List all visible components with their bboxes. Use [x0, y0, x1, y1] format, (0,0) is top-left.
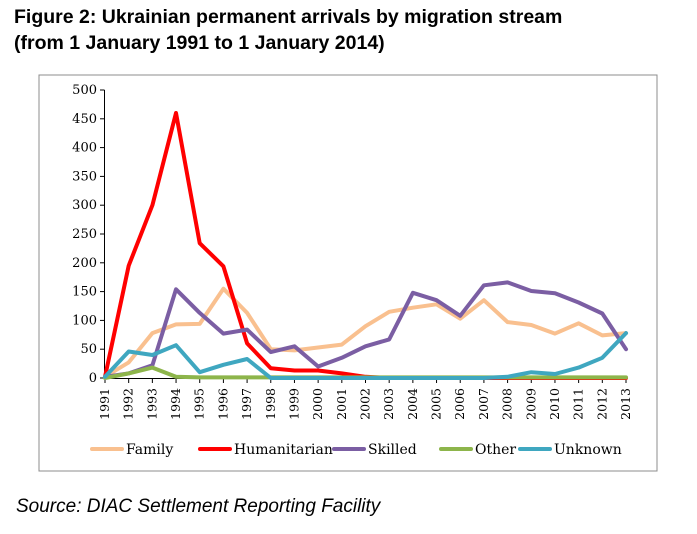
- x-tick-label: 1998: [263, 388, 278, 420]
- legend-label-other: Other: [475, 442, 516, 458]
- line-chart: 0 50 100 150 200 250 300 350 400 450 500 1991 1992 19…: [38, 74, 658, 472]
- x-tick-label: 2007: [476, 388, 491, 420]
- x-tick-label: 2002: [358, 388, 373, 420]
- x-tick-label: 2005: [429, 388, 444, 420]
- legend-label-unknown: Unknown: [554, 442, 622, 458]
- series-line-skilled: [103, 280, 628, 379]
- x-tick-label: 2008: [500, 388, 515, 420]
- x-tick-label: 1992: [121, 388, 136, 420]
- x-tick-label: 1993: [144, 388, 159, 420]
- legend-label-skilled: Skilled: [368, 442, 417, 458]
- legend-label-humanitarian: Humanitarian: [234, 442, 333, 458]
- y-tick-label: 300: [72, 198, 97, 213]
- y-tick-label: 150: [72, 285, 97, 300]
- series-line-unknown: [103, 331, 628, 380]
- y-tick-label: 0: [89, 371, 97, 386]
- x-tick-label: 1999: [286, 388, 301, 420]
- title-line-1: Figure 2: Ukrainian permanent arrivals b…: [14, 6, 563, 28]
- figure-title: Figure 2: Ukrainian permanent arrivals b…: [14, 4, 684, 56]
- x-tick-label: 1996: [215, 388, 230, 420]
- y-tick-label: 400: [72, 141, 97, 156]
- chart-border: [38, 74, 658, 472]
- x-tick-label: 2001: [334, 388, 349, 420]
- x-tick-label: 2006: [452, 388, 467, 420]
- x-tick-label: 1997: [239, 388, 254, 420]
- y-tick-label: 350: [72, 169, 97, 184]
- x-tick-label: 2013: [618, 388, 633, 420]
- x-tick-label: 2012: [594, 388, 609, 420]
- x-tick-label: 2011: [571, 388, 586, 420]
- x-tick-label: 1991: [97, 388, 112, 420]
- x-tick-label: 2000: [310, 388, 325, 420]
- chart-container: 0 50 100 150 200 250 300 350 400 450 500 1991 1992 19…: [38, 74, 658, 472]
- x-tick-label: 1995: [192, 388, 207, 420]
- source-note: Source: DIAC Settlement Reporting Facili…: [16, 496, 381, 517]
- y-tick-label: 500: [72, 83, 97, 98]
- x-tick-label: 2009: [523, 388, 538, 420]
- y-tick-label: 50: [80, 342, 97, 357]
- series-line-family: [103, 286, 628, 379]
- y-tick-label: 250: [72, 227, 97, 242]
- legend-label-family: Family: [126, 442, 173, 458]
- title-line-2: (from 1 January 1991 to 1 January 2014): [14, 32, 385, 54]
- y-tick-label: 450: [72, 112, 97, 127]
- x-tick-label: 2003: [381, 388, 396, 420]
- x-tick-label: 1994: [168, 388, 183, 420]
- x-tick-label: 2010: [547, 388, 562, 420]
- y-tick-label: 100: [72, 313, 97, 328]
- x-tick-label: 2004: [405, 388, 420, 420]
- y-tick-label: 200: [72, 256, 97, 271]
